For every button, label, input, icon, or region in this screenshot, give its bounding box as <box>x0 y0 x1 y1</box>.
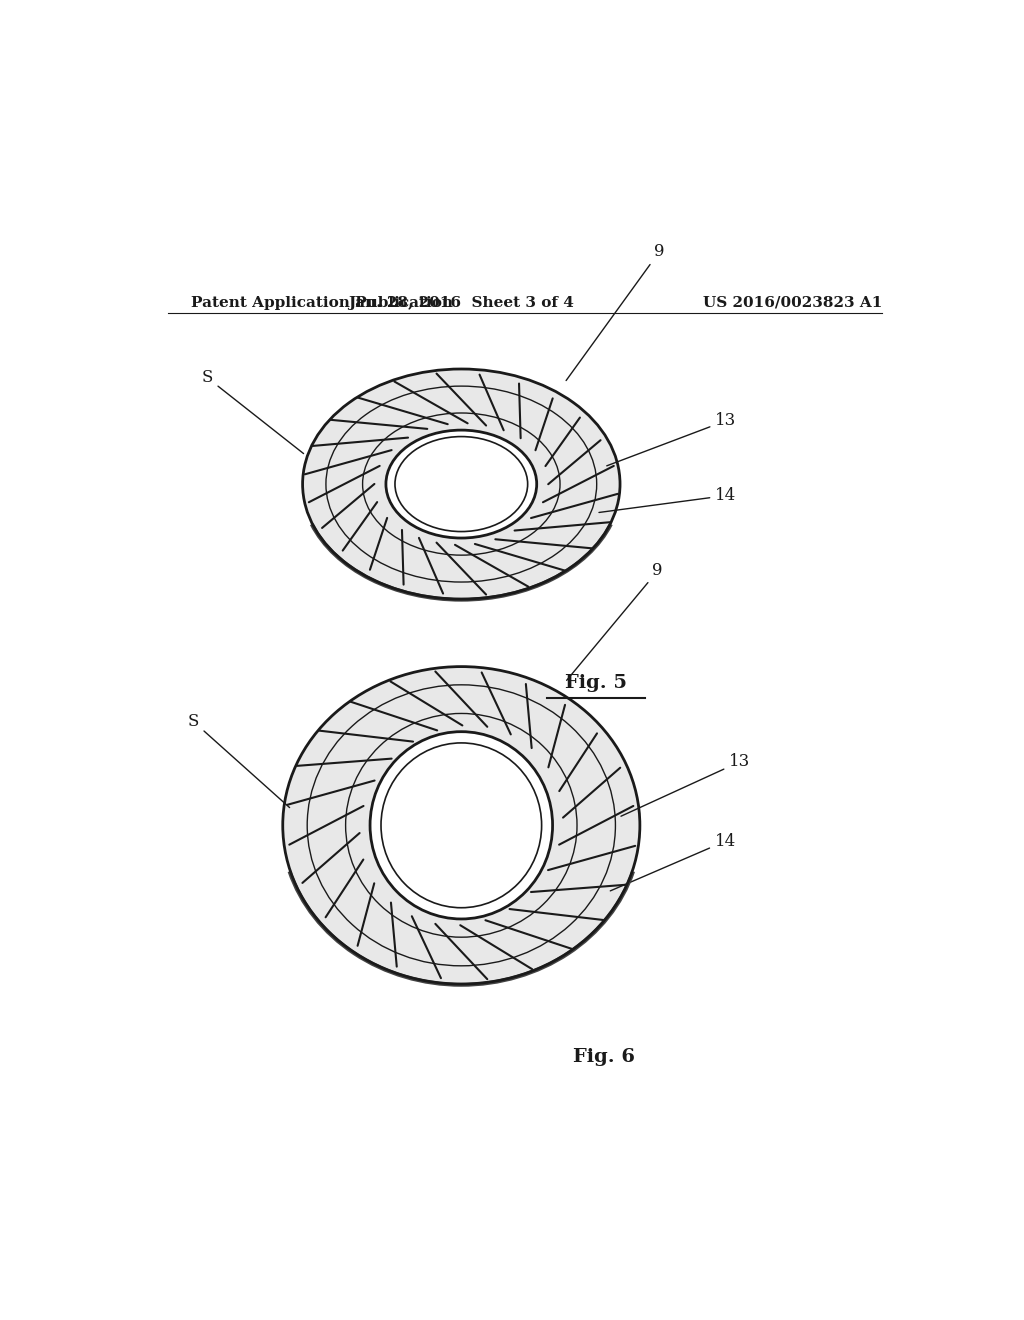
Text: Fig. 6: Fig. 6 <box>573 1048 635 1065</box>
Ellipse shape <box>283 667 640 983</box>
Text: 13: 13 <box>607 412 736 466</box>
Text: US 2016/0023823 A1: US 2016/0023823 A1 <box>702 296 882 310</box>
Text: 14: 14 <box>599 487 736 512</box>
Text: 9: 9 <box>566 243 665 380</box>
Text: 9: 9 <box>566 562 663 680</box>
Text: 14: 14 <box>610 833 736 891</box>
Text: 13: 13 <box>621 754 751 816</box>
Text: S: S <box>202 370 303 454</box>
Text: Fig. 5: Fig. 5 <box>565 675 628 692</box>
Ellipse shape <box>303 370 621 599</box>
Text: Jan. 28, 2016  Sheet 3 of 4: Jan. 28, 2016 Sheet 3 of 4 <box>348 296 574 310</box>
Text: S: S <box>187 713 290 808</box>
Ellipse shape <box>370 731 553 919</box>
Ellipse shape <box>386 430 537 539</box>
Text: Patent Application Publication: Patent Application Publication <box>191 296 454 310</box>
